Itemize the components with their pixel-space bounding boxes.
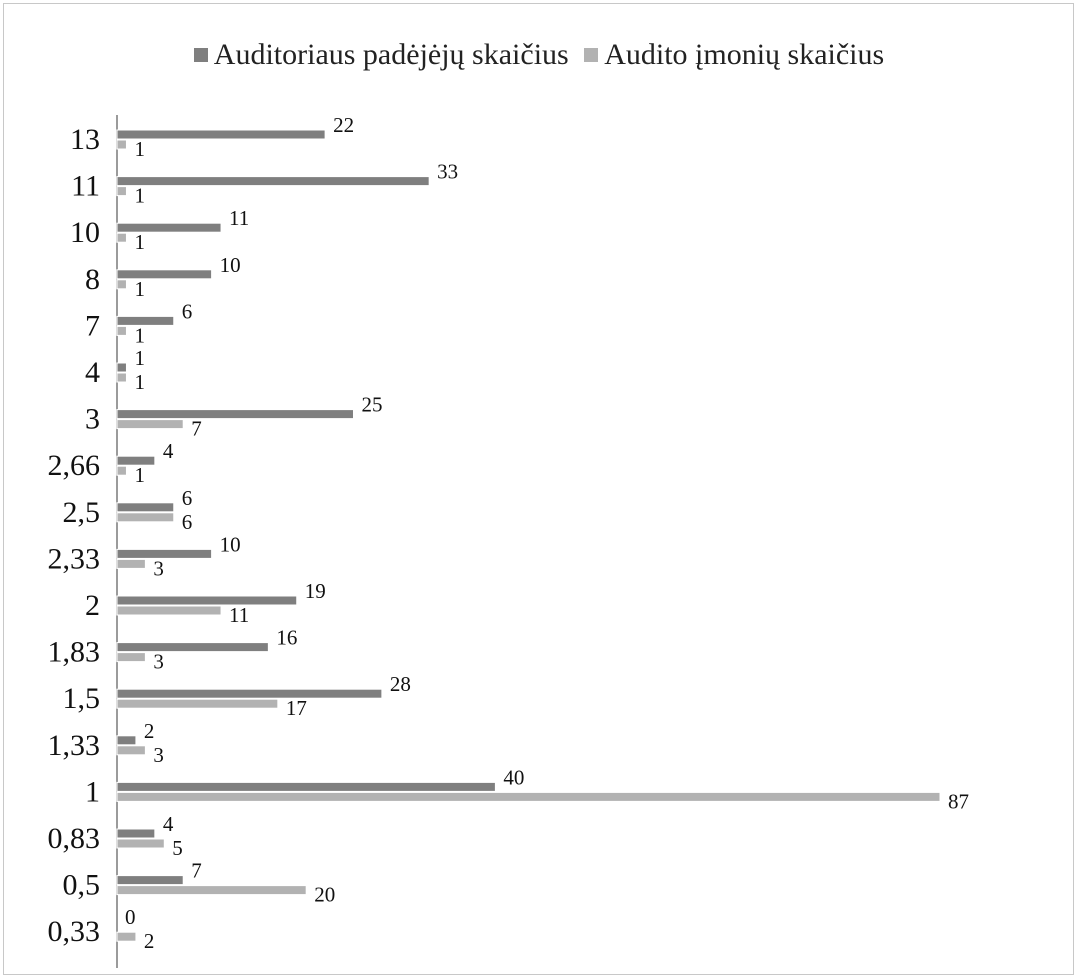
bar-series-1 [116, 828, 156, 839]
bar-series-1 [116, 875, 184, 886]
data-label-series-1: 22 [333, 113, 354, 137]
legend-swatch-series-2 [584, 48, 599, 62]
bar-series-1 [116, 688, 383, 699]
bar-series-1 [116, 362, 127, 373]
bar-series-1 [116, 455, 156, 466]
bar-series-2 [116, 885, 307, 896]
bar-series-2 [116, 279, 127, 290]
bar-series-1 [116, 735, 137, 746]
data-label-series-1: 6 [182, 486, 193, 510]
data-label-series-2: 17 [286, 696, 307, 720]
data-label-series-2: 3 [153, 650, 164, 674]
bar-series-2 [116, 139, 127, 150]
bar-series-2 [116, 605, 222, 616]
category-tick-label: 8 [85, 263, 100, 296]
category-tick-label: 13 [70, 123, 100, 156]
bar-series-1 [116, 176, 430, 187]
category-tick-label: 4 [85, 356, 100, 389]
category-tick-label: 3 [85, 403, 100, 436]
category-tick-label: 2,5 [63, 496, 101, 529]
data-label-series-1: 1 [134, 346, 145, 370]
data-label-series-1: 40 [503, 765, 524, 789]
data-label-series-1: 10 [220, 532, 241, 556]
data-label-series-2: 20 [314, 883, 335, 907]
category-tick-label: 0,33 [48, 915, 101, 948]
data-label-series-2: 3 [153, 556, 164, 580]
category-tick-label: 1,33 [48, 729, 101, 762]
bar-series-1 [116, 595, 298, 606]
bar-series-2 [116, 698, 279, 709]
bar-series-2 [116, 465, 127, 476]
bar-series-1 [116, 781, 496, 792]
data-label-series-2: 1 [134, 370, 145, 394]
bar-series-2 [116, 232, 127, 243]
legend-label-series-1: Auditoriaus padėjėjų skaičius [213, 38, 569, 71]
bar-series-1 [116, 548, 213, 559]
data-label-series-1: 10 [220, 253, 241, 277]
data-label-series-1: 7 [191, 859, 202, 883]
data-label-series-1: 4 [163, 439, 174, 463]
bar-series-1 [116, 222, 222, 233]
legend-swatch-series-1 [193, 48, 208, 62]
legend-item-series-1: Auditoriaus padėjėjų skaičius [193, 38, 569, 72]
category-tick-label: 1 [85, 775, 100, 808]
data-label-series-1: 0 [125, 905, 136, 929]
data-label-series-1: 16 [276, 626, 297, 650]
legend: Auditoriaus padėjėjų skaičius Audito įmo… [0, 38, 1078, 72]
data-label-series-1: 11 [229, 206, 249, 230]
bar-series-1 [116, 129, 326, 140]
data-label-series-2: 1 [134, 277, 145, 301]
bar-series-2 [116, 652, 146, 663]
data-label-series-1: 33 [437, 160, 458, 184]
data-label-series-1: 6 [182, 299, 193, 323]
data-label-series-2: 11 [229, 603, 249, 627]
data-label-series-2: 2 [144, 929, 155, 953]
bar-series-2 [116, 931, 137, 942]
category-tick-label: 2,66 [48, 449, 101, 482]
bar-series-2 [116, 745, 146, 756]
data-label-series-1: 19 [305, 579, 326, 603]
bar-series-2 [116, 419, 184, 430]
data-label-series-1: 25 [361, 393, 382, 417]
data-label-series-2: 5 [172, 836, 183, 860]
category-tick-label: 0,5 [63, 869, 101, 902]
bar-series-2 [116, 558, 146, 569]
bar-series-2 [116, 186, 127, 197]
data-label-series-2: 7 [191, 417, 202, 441]
bar-series-1 [116, 315, 175, 326]
bar-series-1 [116, 502, 175, 513]
bar-series-2 [116, 838, 165, 849]
category-tick-label: 11 [71, 170, 100, 203]
category-tick-label: 2 [85, 589, 100, 622]
category-tick-label: 2,33 [48, 542, 101, 575]
bar-series-2 [116, 512, 175, 523]
data-label-series-2: 1 [134, 323, 145, 347]
bar-series-2 [116, 372, 127, 383]
bar-series-2 [116, 325, 127, 336]
legend-item-series-2: Audito įmonių skaičius [584, 38, 884, 72]
bar-series-1 [116, 409, 354, 420]
category-tick-label: 10 [70, 216, 100, 249]
category-tick-label: 7 [85, 309, 100, 342]
data-label-series-2: 1 [134, 184, 145, 208]
data-label-series-1: 2 [144, 719, 155, 743]
data-label-series-1: 4 [163, 812, 174, 836]
bar-series-1 [116, 269, 213, 280]
data-label-series-2: 1 [134, 230, 145, 254]
data-label-series-2: 87 [948, 789, 969, 813]
bar-series-2 [116, 791, 941, 802]
legend-label-series-2: Audito įmonių skaičius [604, 38, 885, 71]
chart-frame [3, 3, 1074, 975]
data-label-series-2: 3 [153, 743, 164, 767]
data-label-series-2: 1 [134, 463, 145, 487]
category-tick-label: 1,83 [48, 636, 101, 669]
data-label-series-2: 6 [182, 510, 193, 534]
category-tick-label: 1,5 [63, 682, 101, 715]
category-tick-label: 0,83 [48, 822, 101, 855]
data-label-series-1: 28 [390, 672, 411, 696]
bar-series-1 [116, 642, 269, 653]
data-label-series-2: 1 [134, 137, 145, 161]
